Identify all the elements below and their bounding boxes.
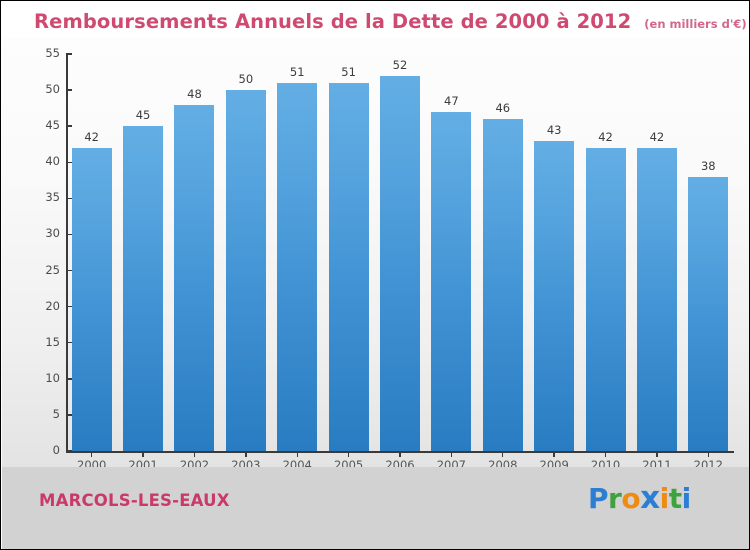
chart-footer: MARCOLS-LES-EAUX Proxiti	[2, 467, 749, 549]
bar-value-label: 38	[700, 158, 716, 173]
y-axis-tick	[66, 233, 72, 236]
bar-value-label: 48	[187, 86, 202, 101]
bar-value-label: 46	[495, 100, 511, 115]
y-axis-tick	[66, 197, 72, 200]
y-axis-tick	[66, 161, 72, 163]
y-axis-tick	[66, 125, 72, 127]
x-axis-tick	[502, 452, 504, 457]
x-axis-tick	[245, 452, 247, 457]
x-axis-tick	[707, 452, 709, 457]
bar[interactable]	[225, 90, 266, 451]
bar[interactable]	[534, 140, 575, 451]
y-axis-tick	[66, 53, 72, 55]
x-axis-tick	[193, 452, 196, 457]
bar[interactable]	[328, 82, 369, 451]
x-axis-tick	[142, 452, 144, 457]
y-axis-tick-label: 10	[45, 370, 60, 385]
y-axis-tick	[66, 305, 72, 308]
x-axis-tick	[553, 452, 555, 457]
page-title: Remboursements Annuels de la Dette de 20…	[34, 10, 632, 33]
bar[interactable]	[585, 147, 626, 451]
x-axis-tick	[450, 452, 453, 457]
y-axis-tick-label: 45	[45, 118, 60, 133]
bar-value-label: 43	[546, 122, 562, 137]
bar[interactable]	[482, 118, 523, 451]
x-axis-line	[66, 451, 734, 453]
brand-letter: i	[659, 482, 670, 515]
y-axis-tick	[66, 414, 72, 416]
x-axis-tick	[347, 452, 350, 457]
bar[interactable]	[71, 147, 112, 451]
chart-subtitle: (en milliers d'€)	[644, 17, 747, 31]
brand-letter: P	[588, 482, 609, 515]
brand-letter: o	[621, 482, 641, 515]
bar[interactable]	[636, 147, 677, 451]
bar-value-label: 42	[84, 129, 99, 144]
bar-value-label: 42	[649, 129, 665, 144]
x-axis-tick	[296, 452, 298, 457]
y-axis-tick-label: 15	[45, 334, 60, 349]
y-axis-tick	[66, 378, 72, 380]
x-axis-tick	[604, 452, 607, 457]
chart-axes: 0 5 10 15 20 25 30 35 40 45 50 55 42 45 48 50 51 51 52 47 4…	[2, 37, 749, 472]
y-axis-tick-label: 40	[45, 154, 60, 169]
y-axis-tick-label: 55	[45, 46, 60, 60]
x-axis-tick	[656, 452, 658, 457]
y-axis-tick-label: 0	[52, 443, 60, 457]
y-axis-tick	[66, 342, 72, 344]
bar-value-label: 47	[444, 93, 459, 108]
bar[interactable]	[277, 82, 318, 451]
bar[interactable]	[431, 111, 472, 451]
x-axis-tick	[399, 452, 401, 457]
bar[interactable]	[174, 104, 215, 451]
bar[interactable]	[380, 75, 420, 451]
y-axis-tick-label: 5	[52, 406, 60, 421]
bar-value-label: 50	[238, 72, 254, 87]
chart-header: Remboursements Annuels de la Dette de 20…	[34, 10, 747, 36]
y-axis-tick	[66, 450, 72, 452]
brand-letter: r	[608, 482, 622, 515]
bar-value-label: 42	[598, 129, 613, 144]
bar-value-label: 52	[392, 57, 408, 72]
bar[interactable]	[123, 126, 164, 451]
y-axis-tick-label: 50	[45, 82, 60, 97]
brand-letter: i	[681, 482, 692, 515]
y-axis-tick-label: 35	[45, 190, 60, 205]
y-axis-tick	[66, 89, 72, 91]
bar-value-label: 51	[341, 64, 356, 79]
y-axis-tick-label: 20	[45, 298, 60, 313]
y-axis-tick	[66, 269, 72, 272]
x-axis-tick	[90, 452, 93, 457]
chart-plot-area: 0 5 10 15 20 25 30 35 40 45 50 55 42 45 48 50 51 51 52 47 4…	[2, 37, 749, 472]
y-axis-line	[66, 54, 68, 452]
bar-value-label: 51	[289, 64, 305, 79]
y-axis-tick-label: 30	[45, 226, 60, 241]
bar-value-label: 45	[135, 108, 151, 123]
y-axis-tick-label: 25	[45, 262, 60, 277]
brand-letter: t	[668, 482, 682, 515]
brand-letter: x	[640, 480, 660, 516]
proxiti-logo[interactable]: Proxiti	[588, 483, 691, 514]
bar[interactable]	[688, 176, 729, 451]
location-label: MARCOLS-LES-EAUX	[39, 491, 230, 510]
